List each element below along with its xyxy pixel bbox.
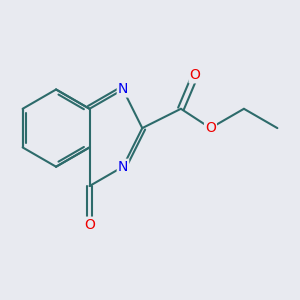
Text: O: O — [84, 218, 95, 232]
Text: N: N — [118, 160, 128, 174]
Text: O: O — [205, 121, 216, 135]
Text: N: N — [118, 82, 128, 97]
Text: O: O — [190, 68, 200, 82]
